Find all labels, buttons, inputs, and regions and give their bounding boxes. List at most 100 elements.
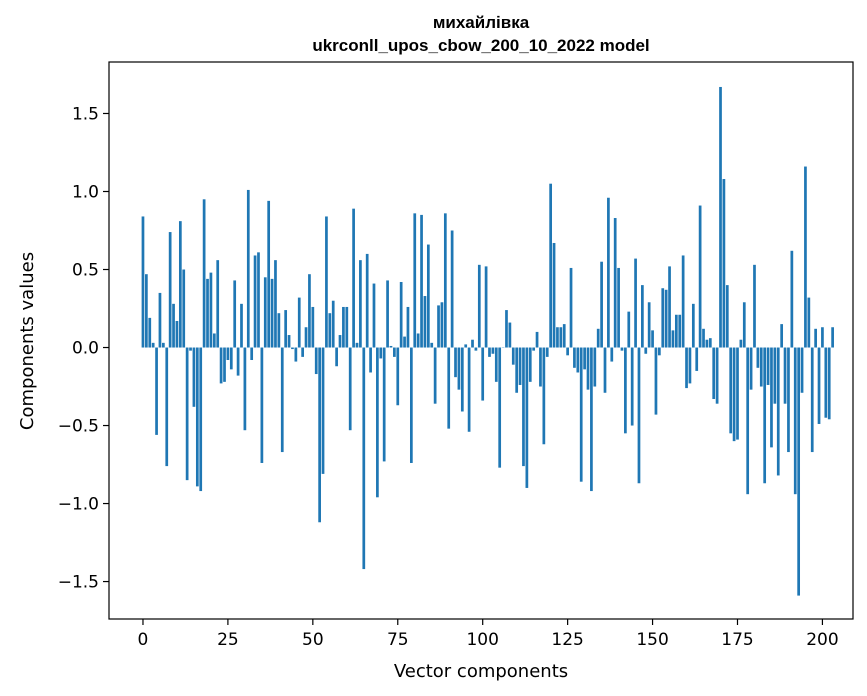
x-tick-label: 150 — [636, 630, 668, 650]
bar — [542, 347, 546, 445]
bar — [562, 324, 566, 348]
bar — [691, 303, 695, 348]
bar — [233, 280, 237, 348]
bar — [583, 347, 586, 370]
x-axis-label: Vector components — [394, 661, 568, 682]
bar — [229, 347, 233, 370]
y-tick-label: −1.0 — [58, 495, 99, 515]
y-axis-label: Components values — [17, 252, 38, 430]
bar — [331, 300, 335, 348]
bar — [790, 250, 794, 348]
bar — [494, 347, 498, 382]
bar — [586, 347, 590, 390]
bar — [460, 347, 464, 412]
bar — [532, 347, 536, 351]
y-tick-label: −1.5 — [58, 573, 99, 593]
bar — [263, 277, 267, 348]
bar — [759, 347, 763, 387]
bar — [382, 347, 386, 462]
bar — [481, 347, 485, 401]
bar — [576, 347, 580, 373]
bar — [654, 347, 658, 415]
bar — [719, 86, 722, 348]
bar — [698, 205, 702, 348]
bar — [624, 347, 627, 434]
bar — [345, 306, 349, 348]
bar — [569, 267, 573, 348]
bar — [736, 347, 739, 440]
bar — [702, 328, 705, 348]
bar — [528, 347, 532, 382]
chart-subtitle: ukrconll_upos_cbow_200_10_2022 model — [312, 36, 649, 55]
bar — [491, 347, 495, 354]
bar — [195, 347, 199, 487]
bar — [447, 347, 451, 429]
bar — [617, 267, 620, 348]
bar — [474, 347, 478, 351]
bar — [342, 306, 345, 348]
bar — [423, 296, 427, 348]
bar — [437, 305, 440, 348]
bar — [413, 213, 417, 348]
x-tick-label: 125 — [551, 630, 583, 650]
bar — [780, 324, 784, 348]
bar — [335, 347, 338, 367]
bar — [151, 342, 155, 348]
bar — [661, 288, 665, 348]
bar — [403, 336, 406, 348]
bar — [787, 347, 790, 453]
bar — [511, 347, 515, 365]
y-tick-label: 1.5 — [72, 104, 99, 124]
bar — [634, 258, 637, 348]
bar — [793, 347, 797, 495]
bar — [705, 339, 709, 348]
bar — [294, 347, 298, 362]
bar — [695, 347, 699, 371]
bar — [827, 347, 831, 420]
bar — [274, 260, 277, 348]
bar — [708, 338, 712, 348]
bar — [681, 255, 685, 348]
bar — [297, 297, 301, 348]
bar — [770, 347, 773, 448]
bar — [362, 347, 366, 570]
bar — [657, 347, 661, 356]
bar — [440, 302, 444, 348]
bar — [742, 302, 746, 348]
chart-title: михайлівка — [433, 13, 530, 32]
bar — [804, 166, 807, 348]
bar — [620, 347, 624, 351]
bar — [722, 179, 726, 348]
bar — [393, 347, 396, 357]
bar — [559, 327, 563, 348]
bar — [226, 347, 230, 361]
bar — [311, 306, 315, 348]
bar — [685, 347, 688, 389]
bar — [236, 347, 240, 376]
bar — [369, 347, 372, 373]
bar — [450, 230, 454, 348]
bar — [182, 269, 186, 348]
bar — [399, 281, 403, 348]
bar — [308, 274, 311, 348]
bar — [287, 335, 291, 348]
bar — [590, 347, 593, 492]
bar — [773, 347, 777, 404]
bar — [409, 347, 413, 463]
bar — [416, 333, 420, 348]
bar — [644, 347, 648, 354]
bar — [420, 214, 423, 348]
bar — [284, 310, 288, 348]
bar — [314, 347, 318, 375]
bar — [817, 347, 821, 424]
bar — [301, 347, 305, 357]
bar — [246, 189, 250, 348]
bar — [328, 313, 332, 348]
bar — [607, 197, 610, 348]
bar — [674, 314, 678, 348]
bar — [739, 339, 743, 348]
bar — [240, 303, 243, 348]
bar — [712, 347, 716, 400]
bar — [484, 266, 488, 348]
